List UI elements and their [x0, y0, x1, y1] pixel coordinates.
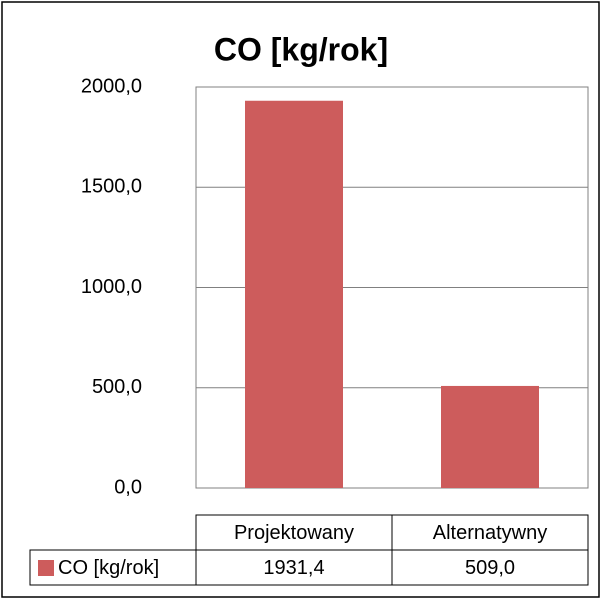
y-tick-label: 0,0 — [114, 476, 142, 498]
y-tick-label: 2000,0 — [81, 75, 142, 97]
x-tick-label: Alternatywny — [433, 522, 548, 544]
table-value: 1931,4 — [263, 557, 324, 579]
chart-title: CO [kg/rok] — [214, 31, 388, 67]
bar — [245, 100, 343, 488]
legend-swatch — [38, 560, 54, 576]
x-tick-label: Projektowany — [234, 522, 354, 544]
y-tick-label: 1000,0 — [81, 276, 142, 298]
y-tick-label: 1500,0 — [81, 176, 142, 198]
bar — [441, 385, 539, 488]
table-row-box — [29, 549, 589, 586]
y-tick-label: 500,0 — [92, 376, 142, 398]
legend-label: CO [kg/rok] — [58, 557, 159, 579]
table-value: 509,0 — [465, 557, 515, 579]
